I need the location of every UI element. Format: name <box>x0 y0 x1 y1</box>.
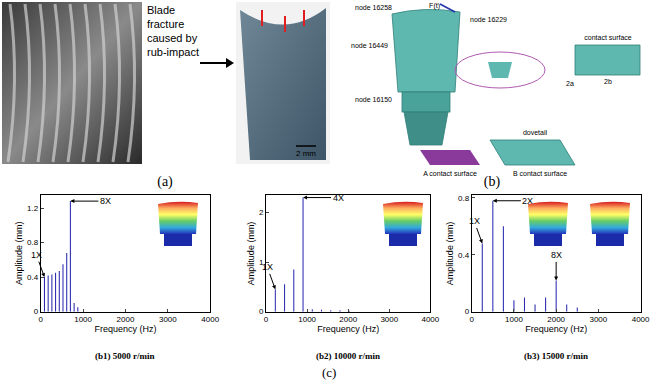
svg-text:4000: 4000 <box>201 315 219 324</box>
svg-text:2000: 2000 <box>117 315 135 324</box>
svg-text:1X: 1X <box>469 216 480 226</box>
svg-text:0: 0 <box>264 315 269 324</box>
svg-text:(b1) 5000 r/min: (b1) 5000 r/min <box>95 351 155 361</box>
svg-text:8X: 8X <box>551 250 562 260</box>
svg-text:F(t): F(t) <box>429 2 440 10</box>
svg-text:2b: 2b <box>604 78 612 85</box>
svg-text:Amplitude (mm): Amplitude (mm) <box>246 222 256 286</box>
svg-text:2 mm: 2 mm <box>296 149 316 158</box>
svg-text:3000: 3000 <box>589 315 607 324</box>
svg-text:node 16150: node 16150 <box>355 96 392 103</box>
svg-text:Frequency (Hz): Frequency (Hz) <box>525 324 587 334</box>
svg-text:0.4: 0.4 <box>27 273 39 282</box>
svg-text:8X: 8X <box>100 196 111 206</box>
svg-text:1: 1 <box>259 258 264 267</box>
svg-text:0: 0 <box>34 307 39 316</box>
svg-text:4000: 4000 <box>421 315 439 324</box>
svg-text:A contact surface: A contact surface <box>423 170 477 177</box>
svg-text:1X: 1X <box>31 250 42 260</box>
svg-text:3000: 3000 <box>159 315 177 324</box>
svg-text:contact surface: contact surface <box>584 34 632 41</box>
svg-text:Frequency (Hz): Frequency (Hz) <box>317 324 379 334</box>
svg-text:2: 2 <box>259 208 264 217</box>
svg-text:(b3) 15000 r/min: (b3) 15000 r/min <box>524 351 588 361</box>
svg-text:Blade: Blade <box>147 4 175 16</box>
svg-text:4X: 4X <box>333 193 344 203</box>
svg-text:(b2) 10000 r/min: (b2) 10000 r/min <box>316 351 380 361</box>
svg-text:B contact surface: B contact surface <box>513 170 567 177</box>
svg-text:2000: 2000 <box>339 315 357 324</box>
svg-text:2a: 2a <box>566 80 574 87</box>
svg-text:Amplitude (mm): Amplitude (mm) <box>14 222 24 286</box>
svg-text:0: 0 <box>39 315 44 324</box>
svg-text:1000: 1000 <box>298 315 316 324</box>
svg-text:node 16449: node 16449 <box>351 42 388 49</box>
svg-text:(b): (b) <box>484 174 501 190</box>
svg-text:4000: 4000 <box>632 315 650 324</box>
svg-text:1.2: 1.2 <box>27 204 39 213</box>
svg-text:0.8: 0.8 <box>27 238 39 247</box>
svg-text:node 16258: node 16258 <box>355 4 392 11</box>
svg-text:1X: 1X <box>262 262 273 272</box>
svg-text:dovetail: dovetail <box>523 129 548 136</box>
svg-text:1000: 1000 <box>74 315 92 324</box>
svg-text:(a): (a) <box>157 174 173 190</box>
svg-text:rub-impact: rub-impact <box>147 46 199 58</box>
svg-text:0: 0 <box>469 315 474 324</box>
svg-text:Frequency (Hz): Frequency (Hz) <box>94 324 156 334</box>
svg-text:Amplitude (mm): Amplitude (mm) <box>445 222 455 286</box>
svg-text:0.8: 0.8 <box>458 194 470 203</box>
svg-text:(c): (c) <box>322 365 336 380</box>
svg-text:1000: 1000 <box>505 315 523 324</box>
svg-text:0.4: 0.4 <box>458 251 470 260</box>
svg-text:3000: 3000 <box>380 315 398 324</box>
svg-text:0: 0 <box>259 307 264 316</box>
svg-text:0: 0 <box>465 307 470 316</box>
svg-text:2000: 2000 <box>547 315 565 324</box>
svg-text:caused by: caused by <box>147 32 198 44</box>
svg-text:node 16229: node 16229 <box>470 16 507 23</box>
svg-text:2X: 2X <box>522 196 533 206</box>
svg-text:fracture: fracture <box>147 18 184 30</box>
